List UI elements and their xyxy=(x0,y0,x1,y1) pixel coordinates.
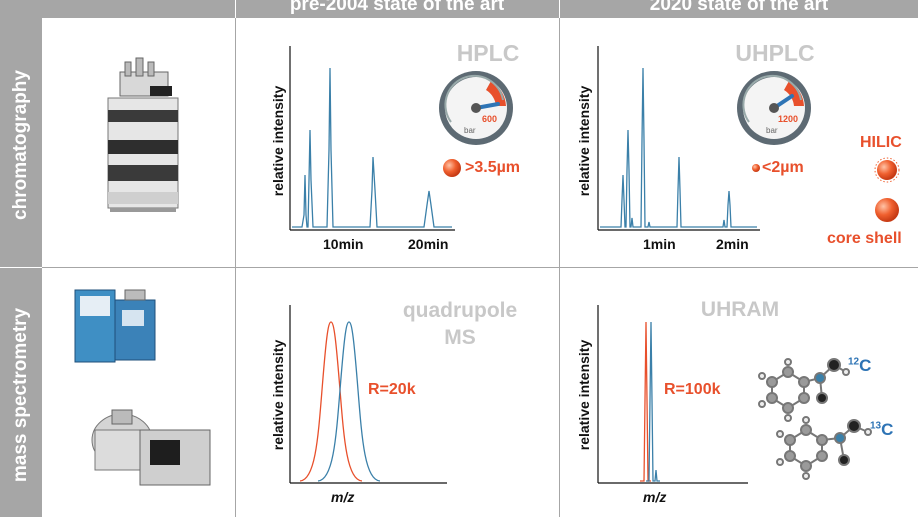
uhplc-gauge-value: 1200 xyxy=(778,114,799,124)
uhram-title: UHRAM xyxy=(700,298,780,321)
header-divider-2 xyxy=(559,0,560,18)
hplc-gauge-unit: bar xyxy=(464,126,476,135)
hplc-instrument-icon xyxy=(107,57,179,212)
uhplc-small-particle-icon xyxy=(752,164,760,172)
quadrupole-xlabel: m/z xyxy=(331,489,355,505)
mass-spec-instrument-2-icon xyxy=(91,409,211,486)
quadrupole-resolution: R=20k xyxy=(368,381,416,398)
quadrupole-title-line2: MS xyxy=(444,326,476,349)
hplc-trace xyxy=(292,67,452,228)
core-shell-label: core shell xyxy=(827,230,902,247)
molecule-13c-icon xyxy=(776,416,872,480)
header-divider-1 xyxy=(235,0,236,18)
hplc-particle-size: >3.5µm xyxy=(465,159,521,176)
row-label-divider xyxy=(0,267,42,268)
isotope-13c-label: 13C xyxy=(870,420,894,439)
hplc-title: HPLC xyxy=(456,40,520,66)
mass-spec-instrument-1-icon xyxy=(74,289,156,363)
uhplc-tick-1: 1min xyxy=(643,236,676,252)
uhplc-tick-2: 2min xyxy=(716,236,749,252)
hplc-gauge-value: 600 xyxy=(482,114,498,124)
core-shell-particle-icon xyxy=(875,198,899,222)
uhram-resolution: R=100k xyxy=(664,381,721,398)
uhplc-particle-size: <2µm xyxy=(762,159,804,176)
hplc-tick-2: 20min xyxy=(408,236,449,252)
uhplc-trace xyxy=(600,67,757,228)
grid-line-h1 xyxy=(42,267,918,268)
header-bar xyxy=(0,0,918,18)
uhram-peak-blue xyxy=(646,321,660,482)
uhplc-title: UHPLC xyxy=(735,40,815,66)
quadrupole-title-line1: quadrupole xyxy=(402,299,518,322)
header-right-col: 2020 state of the art xyxy=(649,0,829,15)
quadrupole-peak-red xyxy=(299,321,363,482)
header-left-col: pre-2004 state of the art xyxy=(289,0,505,15)
uhram-xlabel: m/z xyxy=(643,489,667,505)
molecule-12c-icon xyxy=(758,358,850,422)
hilic-label: HILIC xyxy=(860,134,902,151)
quadrupole-peak-blue xyxy=(317,321,381,482)
isotope-12c-label: 12C xyxy=(848,356,872,375)
hilic-particle-icon xyxy=(874,157,900,183)
uhplc-gauge-unit: bar xyxy=(766,126,778,135)
hplc-tick-1: 10min xyxy=(323,236,364,252)
